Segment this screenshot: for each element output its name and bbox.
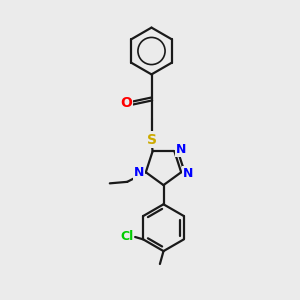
- Text: N: N: [183, 167, 193, 180]
- Text: O: O: [120, 96, 132, 110]
- Text: S: S: [146, 133, 157, 146]
- Text: N: N: [134, 166, 144, 179]
- Text: N: N: [176, 142, 186, 156]
- Text: Cl: Cl: [120, 230, 134, 244]
